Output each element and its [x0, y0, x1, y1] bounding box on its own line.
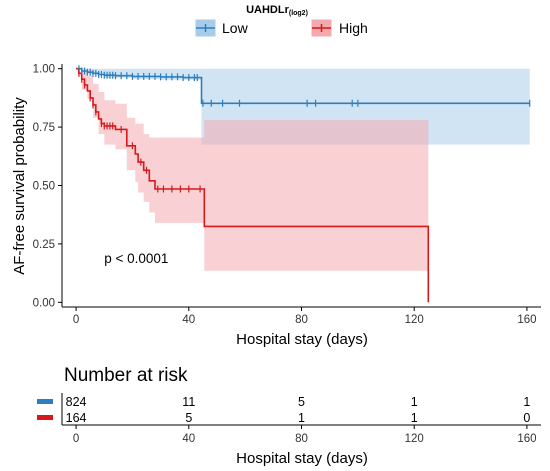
risk-count: 0: [523, 411, 530, 425]
ci-band-high: [76, 68, 429, 271]
risk-x-tick-label: 120: [405, 433, 424, 445]
legend-key-low: [195, 19, 216, 37]
legend-label-low: Low: [222, 20, 249, 36]
risk-x-axis-label: Hospital stay (days): [236, 450, 368, 467]
risk-count: 1: [298, 411, 305, 425]
risk-count: 11: [182, 395, 195, 409]
x-axis-ticks: 0 40 80 120 160: [73, 307, 537, 326]
risk-table-title: Number at risk: [64, 365, 188, 386]
x-tick-label: 160: [517, 314, 536, 326]
y-tick-label: 0.25: [33, 239, 55, 251]
p-value-annotation: p < 0.0001: [104, 251, 168, 266]
x-tick-label: 80: [295, 314, 308, 326]
risk-x-axis-ticks: 0 40 80 120 160: [73, 425, 537, 445]
risk-count: 5: [185, 411, 192, 425]
y-tick-label: 0.75: [33, 122, 55, 134]
survival-plot: 0.00 0.25 0.50 0.75 1.00 0 40 80 120 160 AF-free…: [11, 64, 541, 348]
legend-key-high: [311, 19, 332, 37]
y-axis-label: AF-free survival probability: [11, 97, 28, 275]
risk-count: 1: [411, 395, 418, 409]
y-tick-label: 0.50: [33, 181, 55, 193]
x-axis-label: Hospital stay (days): [236, 331, 368, 348]
legend: UAHDLr(log2) Low High: [195, 4, 368, 37]
risk-count: 824: [66, 395, 87, 409]
y-tick-label: 1.00: [33, 64, 55, 76]
risk-x-tick-label: 0: [73, 433, 79, 445]
x-tick-label: 0: [73, 314, 79, 326]
y-tick-label: 0.00: [33, 297, 55, 309]
risk-count: 5: [298, 395, 305, 409]
risk-row-key-high: [37, 415, 53, 420]
risk-row-key-low: [37, 399, 53, 404]
y-axis-ticks: 0.00 0.25 0.50 0.75 1.00: [33, 64, 62, 309]
risk-count: 164: [66, 411, 87, 425]
x-tick-label: 40: [182, 314, 195, 326]
censor-marks: [78, 65, 531, 193]
risk-count: 1: [411, 411, 418, 425]
risk-count: 1: [523, 395, 530, 409]
risk-x-tick-label: 160: [517, 433, 536, 445]
legend-label-high: High: [339, 20, 368, 36]
x-tick-label: 120: [405, 314, 424, 326]
risk-x-tick-label: 80: [295, 433, 308, 445]
legend-title: UAHDLr(log2): [246, 4, 308, 17]
risk-x-tick-label: 40: [182, 433, 195, 445]
confidence-bands: [76, 68, 530, 271]
